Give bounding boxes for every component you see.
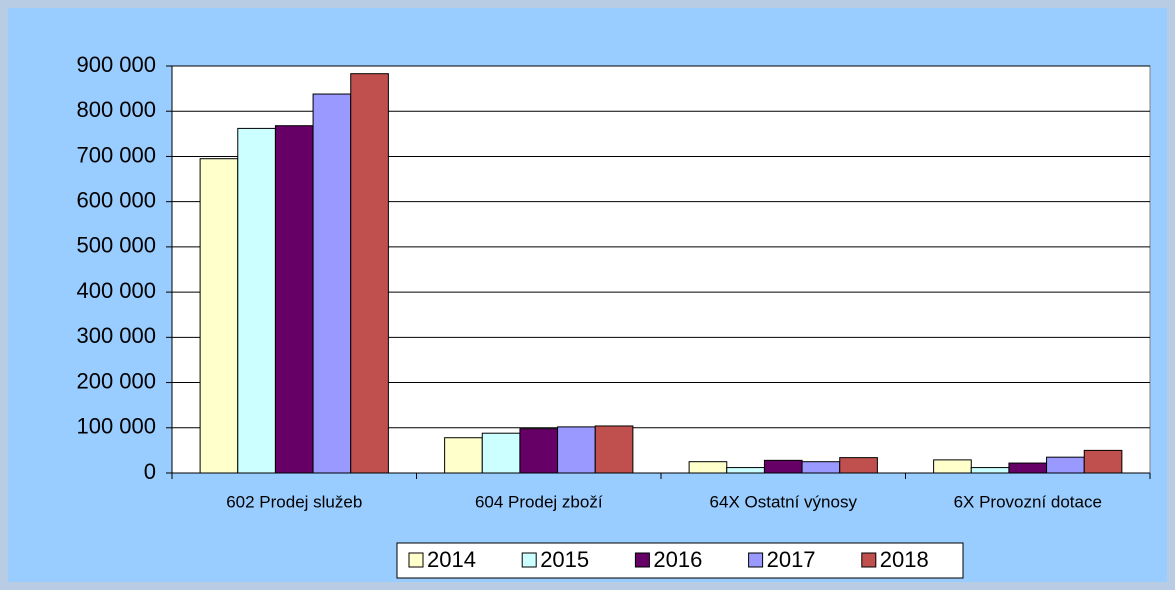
bar xyxy=(1046,456,1085,474)
y-tick-label: 0 xyxy=(144,459,156,484)
y-tick-label: 900 000 xyxy=(76,52,156,77)
y-tick-label: 200 000 xyxy=(76,368,156,393)
bar xyxy=(199,158,239,474)
legend-swatch xyxy=(408,552,424,568)
bar xyxy=(237,127,276,474)
legend-label: 2018 xyxy=(880,547,929,572)
legend-swatch xyxy=(634,552,650,568)
bar xyxy=(970,467,1010,474)
bar xyxy=(274,125,314,474)
y-tick-label: 400 000 xyxy=(76,278,156,303)
bar xyxy=(350,73,389,474)
bar xyxy=(763,459,803,474)
legend-label: 2014 xyxy=(427,547,476,572)
y-tick-label: 800 000 xyxy=(76,97,156,122)
y-tick-label: 700 000 xyxy=(76,142,156,167)
bar xyxy=(444,437,483,474)
x-tick-label: 604 Prodej zboží xyxy=(475,492,603,511)
legend-swatch xyxy=(521,552,537,568)
bar xyxy=(839,457,878,474)
y-tick-label: 600 000 xyxy=(76,187,156,212)
bar xyxy=(519,428,559,474)
bar xyxy=(1083,449,1123,474)
legend-label: 2016 xyxy=(653,547,702,572)
y-tick-label: 500 000 xyxy=(76,233,156,258)
x-tick-label: 6X Provozní dotace xyxy=(954,492,1102,511)
bar xyxy=(312,93,352,474)
legend-label: 2015 xyxy=(540,547,589,572)
bar xyxy=(557,426,596,474)
bar xyxy=(481,432,521,474)
legend-swatch xyxy=(748,552,764,568)
bar xyxy=(1008,462,1048,474)
bar xyxy=(688,461,728,474)
y-tick-label: 100 000 xyxy=(76,414,156,439)
bar xyxy=(726,467,765,474)
legend-label: 2017 xyxy=(767,547,816,572)
legend-swatch xyxy=(861,552,877,568)
y-tick-label: 300 000 xyxy=(76,323,156,348)
x-tick-label: 64X Ostatní výnosy xyxy=(710,492,858,511)
bar xyxy=(594,425,634,474)
x-tick-label: 602 Prodej služeb xyxy=(226,492,362,511)
bar xyxy=(933,459,972,474)
bar xyxy=(801,461,841,474)
